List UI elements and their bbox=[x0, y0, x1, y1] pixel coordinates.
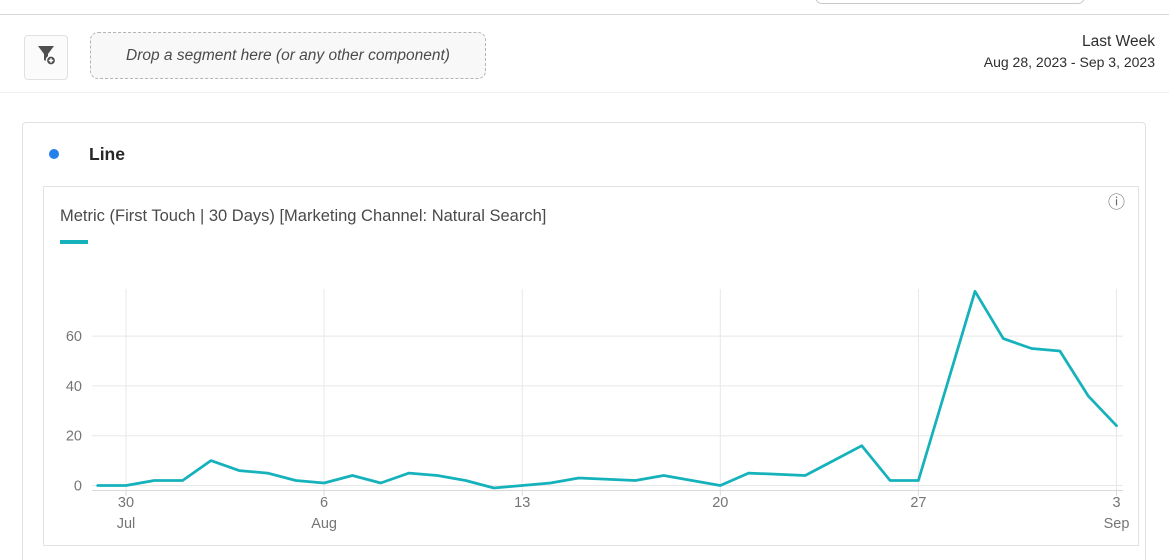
date-range-dates: Aug 28, 2023 - Sep 3, 2023 bbox=[983, 54, 1155, 70]
svg-text:27: 27 bbox=[910, 495, 926, 511]
svg-text:13: 13 bbox=[514, 495, 530, 511]
top-divider bbox=[0, 14, 1169, 15]
date-range-preset: Last Week bbox=[1082, 33, 1155, 50]
date-range-selector[interactable]: Last Week Aug 28, 2023 - Sep 3, 2023 bbox=[984, 33, 1155, 70]
segment-drop-bar: Drop a segment here (or any other compon… bbox=[0, 15, 1169, 93]
segment-filter-add-icon bbox=[34, 43, 58, 72]
svg-text:Aug: Aug bbox=[311, 516, 337, 532]
svg-text:Sep: Sep bbox=[1104, 516, 1130, 532]
svg-text:30: 30 bbox=[118, 495, 134, 511]
legend-swatch[interactable] bbox=[60, 240, 88, 244]
segment-dropzone-label: Drop a segment here (or any other compon… bbox=[126, 46, 450, 64]
info-icon[interactable]: ⓘ bbox=[1108, 193, 1125, 212]
svg-text:Jul: Jul bbox=[117, 516, 136, 532]
visualization-bullet-icon bbox=[49, 149, 59, 159]
svg-text:6: 6 bbox=[320, 495, 328, 511]
segment-dropzone[interactable]: Drop a segment here (or any other compon… bbox=[90, 32, 486, 79]
chart-title: Metric (First Touch | 30 Days) [Marketin… bbox=[60, 207, 547, 225]
visualization-title: Line bbox=[89, 144, 125, 164]
segment-filter-button[interactable] bbox=[24, 35, 68, 80]
svg-text:3: 3 bbox=[1112, 495, 1120, 511]
svg-text:20: 20 bbox=[712, 495, 728, 511]
svg-text:0: 0 bbox=[74, 479, 82, 495]
svg-text:40: 40 bbox=[66, 379, 82, 395]
freeform-panel: Line Metric (First Touch | 30 Days) [Mar… bbox=[22, 122, 1146, 560]
svg-text:20: 20 bbox=[66, 429, 82, 445]
svg-text:60: 60 bbox=[66, 329, 82, 345]
truncated-input-box[interactable] bbox=[815, 0, 1085, 4]
line-chart-card: Metric (First Touch | 30 Days) [Marketin… bbox=[43, 186, 1139, 546]
line-chart[interactable]: 0 20 40 60 30 Jul 6 Aug 13 20 27 3 Sep bbox=[44, 187, 1138, 545]
